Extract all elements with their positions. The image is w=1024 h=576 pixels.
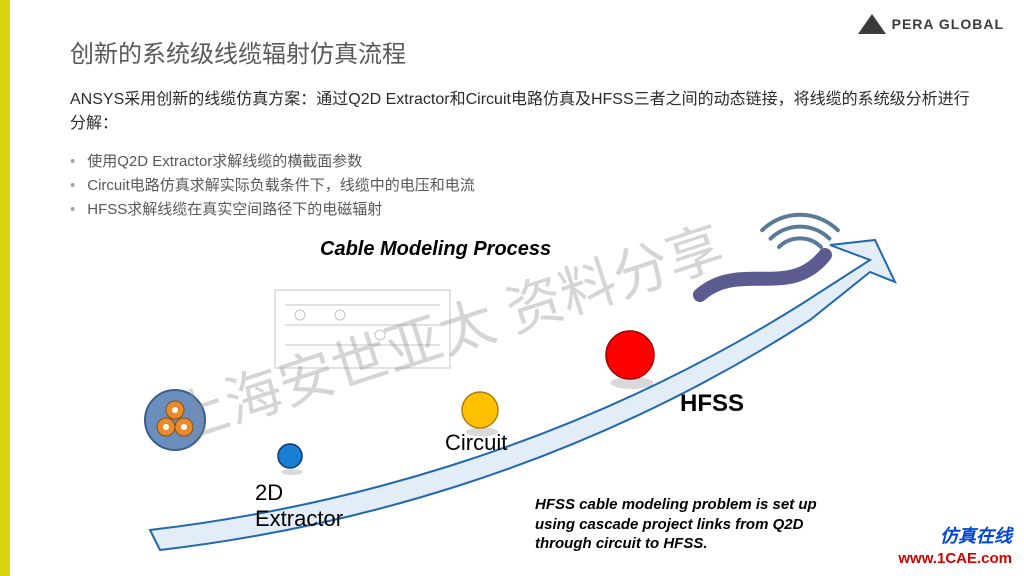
corner-brand: 仿真在线 bbox=[940, 522, 1012, 548]
footnote: HFSS cable modeling problem is set upusi… bbox=[535, 495, 817, 554]
diagram-title: Cable Modeling Process bbox=[320, 238, 551, 261]
subtitle-text: ANSYS采用创新的线缆仿真方案：通过Q2D Extractor和Circuit… bbox=[70, 91, 970, 132]
bullet-list: 使用Q2D Extractor求解线缆的横截面参数 Circuit电路仿真求解实… bbox=[70, 150, 475, 222]
page-title-text: 创新的系统级线缆辐射仿真流程 bbox=[70, 41, 406, 68]
logo-text: PERA GLOBAL bbox=[892, 16, 1004, 32]
node-label-2d-extractor: 2D Extractor bbox=[255, 480, 343, 532]
node-label-circuit: Circuit bbox=[445, 430, 507, 456]
subtitle: ANSYS采用创新的线缆仿真方案：通过Q2D Extractor和Circuit… bbox=[70, 88, 974, 136]
corner-url-text: www.1CAE.com bbox=[898, 550, 1012, 567]
diagram-title-text: Cable Modeling Process bbox=[320, 238, 551, 260]
left-accent-bar bbox=[0, 0, 10, 576]
cable-crosssection-icon bbox=[145, 390, 205, 450]
process-diagram bbox=[0, 0, 1024, 576]
bullet-item: 使用Q2D Extractor求解线缆的横截面参数 bbox=[70, 150, 475, 174]
page-title: 创新的系统级线缆辐射仿真流程 bbox=[70, 34, 406, 69]
corner-url: www.1CAE.com bbox=[898, 550, 1012, 568]
cable-strip-icon bbox=[700, 255, 825, 295]
circuit-sketch-icon bbox=[275, 290, 450, 368]
logo-triangle-icon bbox=[858, 14, 886, 34]
bullet-item: HFSS求解线缆在真实空间路径下的电磁辐射 bbox=[70, 198, 475, 222]
logo: PERA GLOBAL bbox=[858, 14, 1004, 34]
node-label-hfss: HFSS bbox=[680, 390, 744, 418]
bullet-item: Circuit电路仿真求解实际负载条件下，线缆中的电压和电流 bbox=[70, 174, 475, 198]
corner-brand-text: 仿真在线 bbox=[940, 526, 1012, 546]
radiation-arcs-icon bbox=[762, 215, 838, 247]
